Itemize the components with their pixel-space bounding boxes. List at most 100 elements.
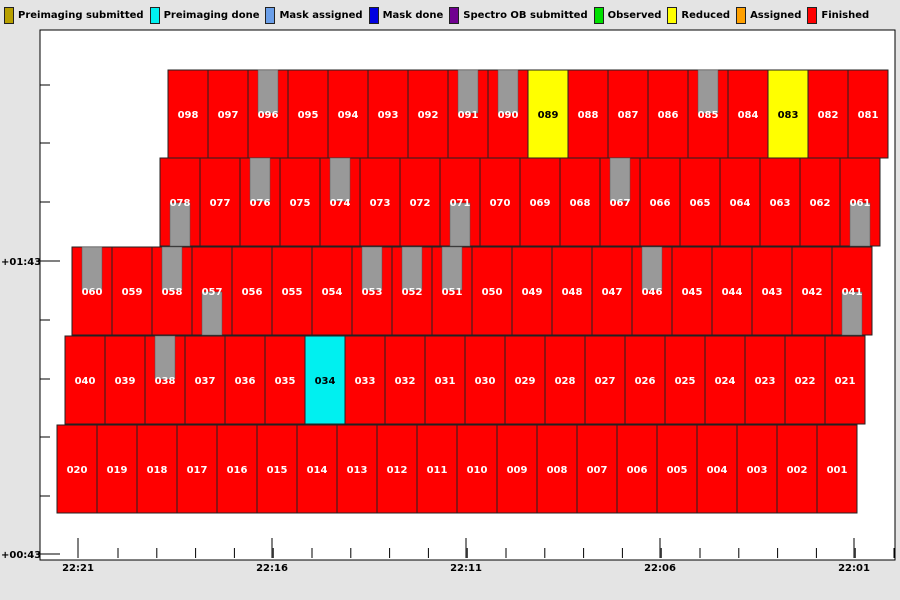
field-tile-088[interactable] xyxy=(567,69,609,159)
field-label: 017 xyxy=(187,465,208,476)
field-tile-043[interactable] xyxy=(751,246,793,336)
field-tile-001[interactable] xyxy=(816,424,858,514)
field-tile-003[interactable] xyxy=(736,424,778,514)
field-tile-063[interactable] xyxy=(759,157,801,247)
field-tile-062[interactable] xyxy=(799,157,841,247)
field-tile-050[interactable] xyxy=(471,246,513,336)
field-label: 077 xyxy=(210,198,231,209)
chip-gap xyxy=(401,246,423,291)
chip-gap xyxy=(641,246,663,291)
field-tile-035[interactable] xyxy=(264,335,306,425)
field-tile-024[interactable] xyxy=(704,335,746,425)
field-tile-094[interactable] xyxy=(327,69,369,159)
field-label: 068 xyxy=(570,198,591,209)
field-tile-030[interactable] xyxy=(464,335,506,425)
field-tile-033[interactable] xyxy=(344,335,386,425)
field-label: 023 xyxy=(755,376,776,387)
field-tile-025[interactable] xyxy=(664,335,706,425)
field-tile-065[interactable] xyxy=(679,157,721,247)
field-label: 038 xyxy=(155,376,176,387)
field-tile-066[interactable] xyxy=(639,157,681,247)
field-tile-020[interactable] xyxy=(56,424,98,514)
field-tile-075[interactable] xyxy=(279,157,321,247)
field-label: 027 xyxy=(595,376,616,387)
field-tile-077[interactable] xyxy=(199,157,241,247)
field-tile-027[interactable] xyxy=(584,335,626,425)
field-tile-048[interactable] xyxy=(551,246,593,336)
field-tile-047[interactable] xyxy=(591,246,633,336)
field-label: 053 xyxy=(362,287,383,298)
field-label: 031 xyxy=(435,376,456,387)
field-tile-069[interactable] xyxy=(519,157,561,247)
field-tile-097[interactable] xyxy=(207,69,249,159)
chip-gap xyxy=(154,335,176,380)
field-tile-005[interactable] xyxy=(656,424,698,514)
field-tile-086[interactable] xyxy=(647,69,689,159)
field-tile-087[interactable] xyxy=(607,69,649,159)
field-label: 006 xyxy=(627,465,648,476)
field-tile-017[interactable] xyxy=(176,424,218,514)
field-label: 086 xyxy=(658,110,679,121)
field-tile-034[interactable] xyxy=(304,335,346,425)
field-tile-014[interactable] xyxy=(296,424,338,514)
field-label: 070 xyxy=(490,198,511,209)
field-tile-010[interactable] xyxy=(456,424,498,514)
field-label: 049 xyxy=(522,287,543,298)
field-tile-011[interactable] xyxy=(416,424,458,514)
field-label: 030 xyxy=(475,376,496,387)
field-tile-021[interactable] xyxy=(824,335,866,425)
field-tile-036[interactable] xyxy=(224,335,266,425)
field-label: 003 xyxy=(747,465,768,476)
field-tile-006[interactable] xyxy=(616,424,658,514)
legend-item: Spectro OB submitted xyxy=(449,6,588,24)
field-label: 024 xyxy=(715,376,736,387)
field-tile-054[interactable] xyxy=(311,246,353,336)
field-tile-013[interactable] xyxy=(336,424,378,514)
field-label: 084 xyxy=(738,110,759,121)
field-tile-012[interactable] xyxy=(376,424,418,514)
field-tile-007[interactable] xyxy=(576,424,618,514)
field-tile-022[interactable] xyxy=(784,335,826,425)
field-tile-072[interactable] xyxy=(399,157,441,247)
tile-row: 098 097 096 095 094 093 092 091 090 089 088 087 086 0… xyxy=(167,69,889,159)
field-label: 011 xyxy=(427,465,448,476)
field-tile-029[interactable] xyxy=(504,335,546,425)
field-tile-028[interactable] xyxy=(544,335,586,425)
field-label: 054 xyxy=(322,287,343,298)
field-tile-084[interactable] xyxy=(727,69,769,159)
legend-swatch xyxy=(449,6,460,24)
field-tile-026[interactable] xyxy=(624,335,666,425)
field-tile-059[interactable] xyxy=(111,246,153,336)
field-label: 022 xyxy=(795,376,816,387)
field-label: 082 xyxy=(818,110,839,121)
legend-swatch xyxy=(593,6,604,24)
field-tile-008[interactable] xyxy=(536,424,578,514)
field-tile-081[interactable] xyxy=(847,69,889,159)
field-tile-098[interactable] xyxy=(167,69,209,159)
field-tile-032[interactable] xyxy=(384,335,426,425)
field-label: 001 xyxy=(827,465,848,476)
field-tile-049[interactable] xyxy=(511,246,553,336)
field-label: 057 xyxy=(202,287,223,298)
chip-gap xyxy=(257,69,279,114)
legend-label: Preimaging submitted xyxy=(18,9,144,21)
field-tile-004[interactable] xyxy=(696,424,738,514)
legend-label: Finished xyxy=(821,9,870,21)
field-label: 073 xyxy=(370,198,391,209)
field-tile-023[interactable] xyxy=(744,335,786,425)
field-tile-019[interactable] xyxy=(96,424,138,514)
field-tile-018[interactable] xyxy=(136,424,178,514)
field-label: 066 xyxy=(650,198,671,209)
field-tile-092[interactable] xyxy=(407,69,449,159)
field-tile-015[interactable] xyxy=(256,424,298,514)
field-tile-002[interactable] xyxy=(776,424,818,514)
field-label: 021 xyxy=(835,376,856,387)
field-tile-073[interactable] xyxy=(359,157,401,247)
field-tile-082[interactable] xyxy=(807,69,849,159)
field-tile-056[interactable] xyxy=(231,246,273,336)
legend-item: Finished xyxy=(807,6,870,24)
legend-swatch xyxy=(149,6,160,24)
field-label: 014 xyxy=(307,465,328,476)
field-tile-083[interactable] xyxy=(767,69,809,159)
legend: Preimaging submitted Preimaging done Mask … xyxy=(4,5,875,25)
